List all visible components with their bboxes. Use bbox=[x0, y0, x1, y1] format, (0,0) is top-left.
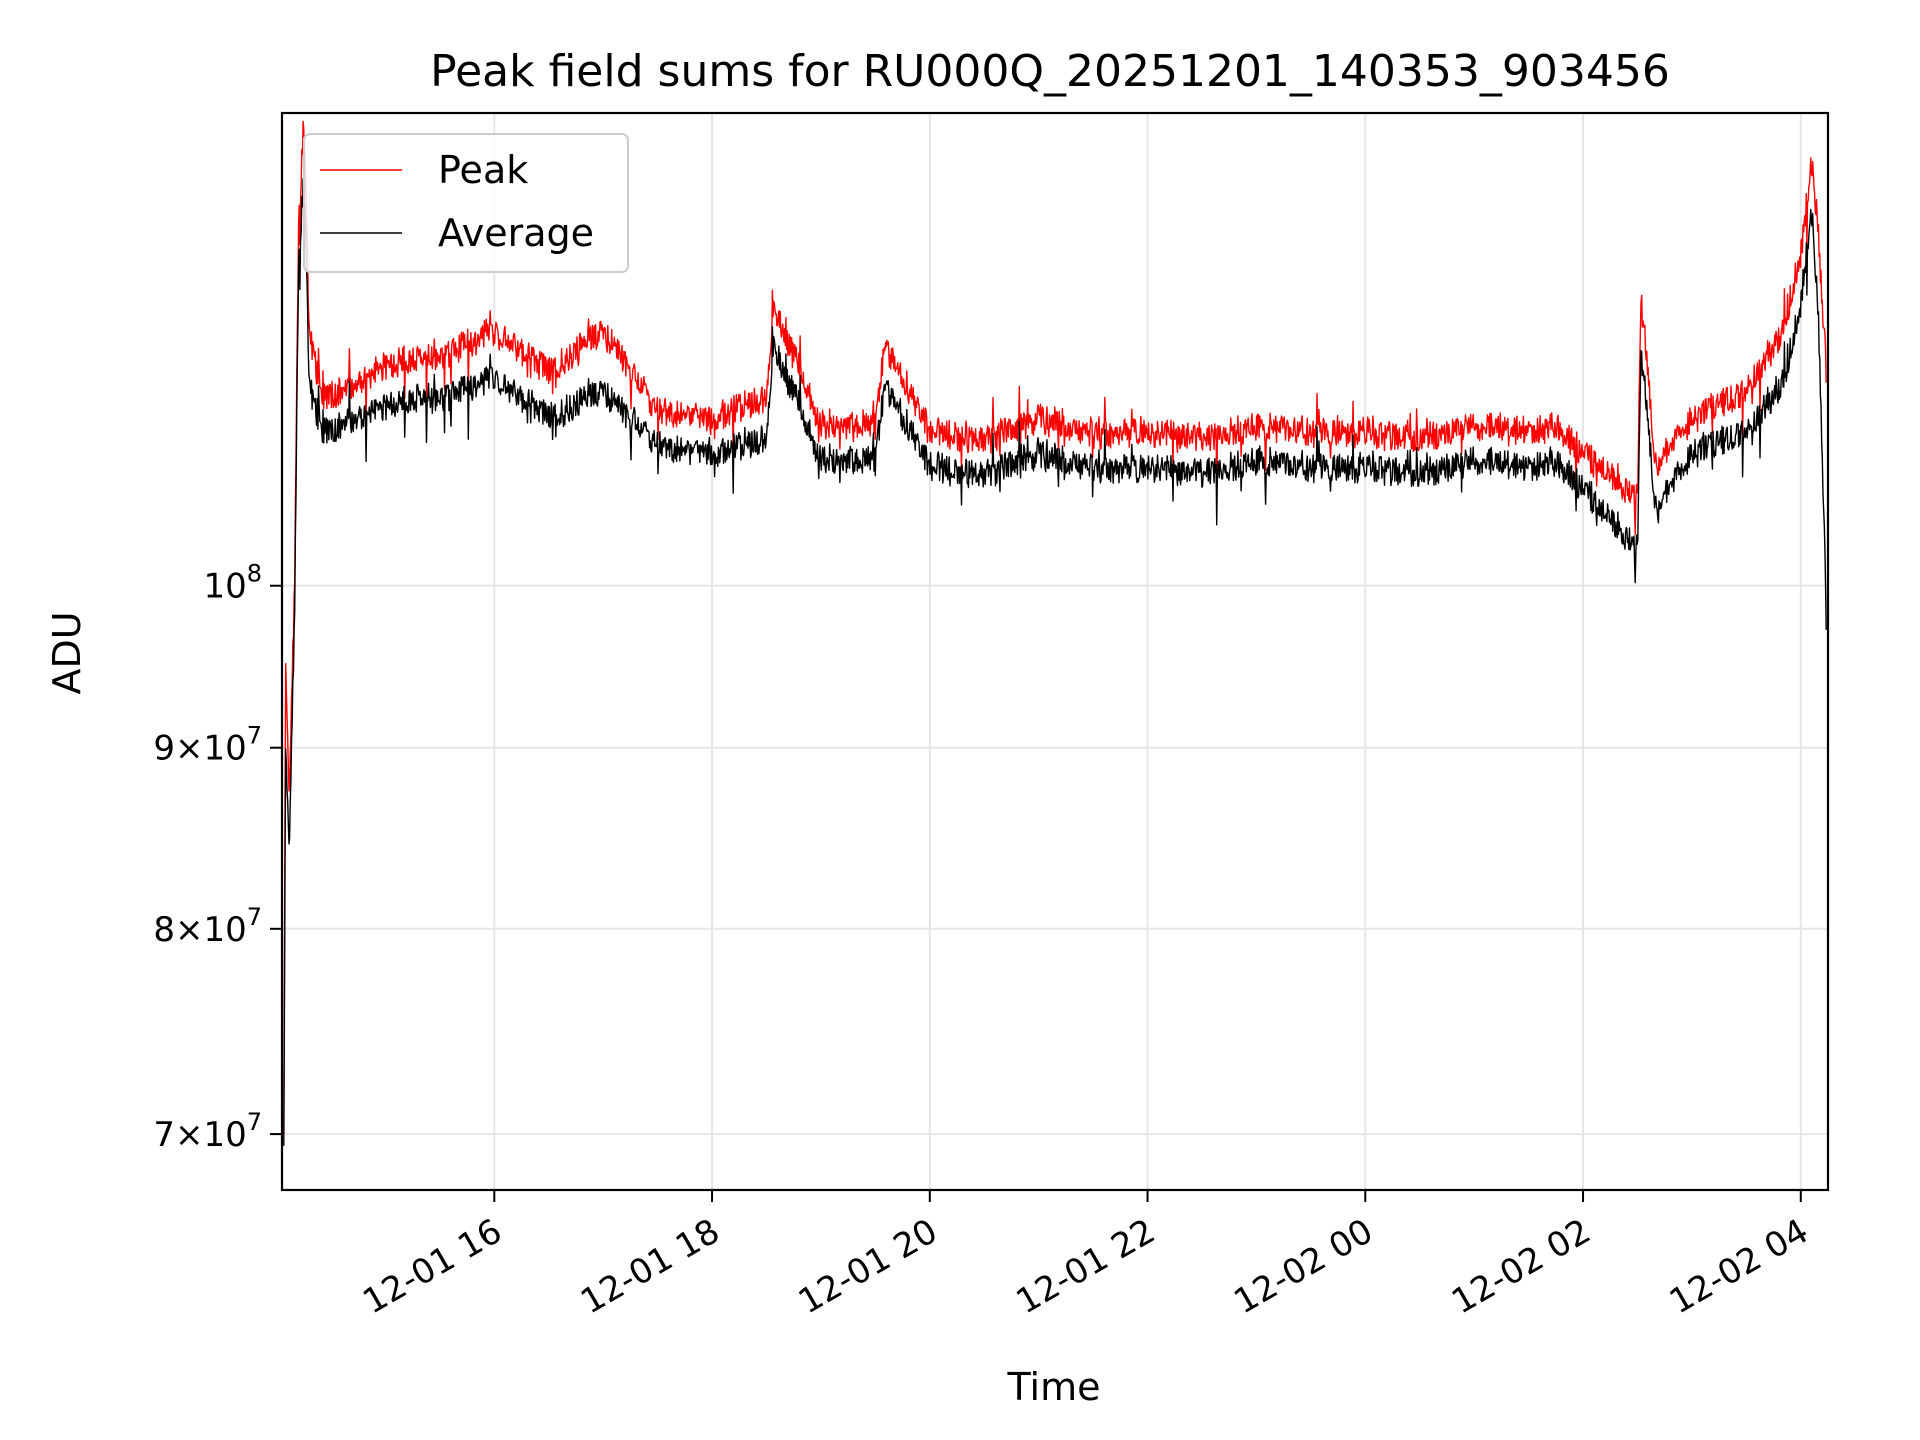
series-line-average bbox=[283, 178, 1827, 1146]
chart-title: Peak field sums for RU000Q_20251201_1403… bbox=[430, 46, 1670, 97]
y-tick-exponent: 7 bbox=[247, 1108, 262, 1136]
y-tick-label: 108 bbox=[203, 560, 262, 607]
grid-lines bbox=[282, 113, 1828, 1190]
series-layer bbox=[283, 120, 1827, 1146]
plot-frame bbox=[280, 111, 1830, 1192]
legend-box bbox=[303, 133, 629, 273]
y-tick-mantissa: 8×10 bbox=[153, 910, 246, 950]
y-tick-label: 8×107 bbox=[153, 903, 262, 950]
y-tick-mantissa: 7×10 bbox=[153, 1115, 246, 1155]
y-tick-exponent: 7 bbox=[247, 903, 262, 931]
series-line-peak bbox=[283, 120, 1827, 1135]
y-tick-label: 7×107 bbox=[153, 1108, 262, 1155]
y-tick-mantissa: 10 bbox=[203, 567, 246, 607]
y-tick-exponent: 7 bbox=[247, 722, 262, 750]
legend: Peak Average bbox=[303, 133, 629, 273]
legend-label-average: Average bbox=[438, 211, 594, 255]
y-tick-label: 9×107 bbox=[153, 722, 262, 769]
y-tick-exponent: 8 bbox=[247, 560, 262, 588]
legend-label-peak: Peak bbox=[438, 148, 528, 192]
y-axis-label: ADU bbox=[45, 611, 89, 694]
y-tick-mantissa: 9×10 bbox=[153, 729, 246, 769]
x-axis-label: Time bbox=[1007, 1365, 1101, 1409]
